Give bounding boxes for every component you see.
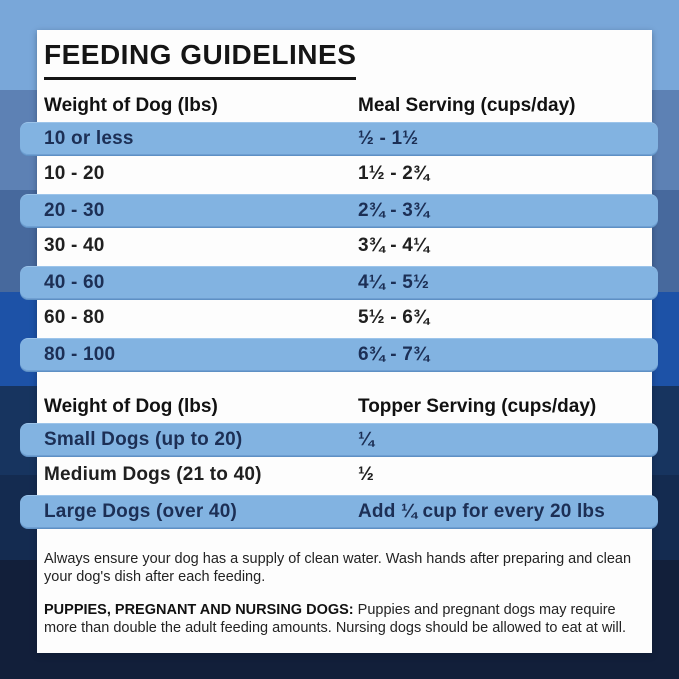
table-row: Small Dogs (up to 20) ¼ — [20, 422, 658, 456]
cell-serving: 4¼ - 5½ — [358, 271, 430, 293]
table-row: 60 - 80 5½ - 6¾ — [20, 302, 658, 335]
cell-serving: ½ - 1½ — [358, 127, 419, 149]
cell-weight: 80 - 100 — [44, 343, 116, 365]
guidelines-card: FEEDING GUIDELINES Weight of Dog (lbs) M… — [20, 30, 658, 653]
table-row: 40 - 60 4¼ - 5½ — [20, 265, 658, 299]
table-row: 80 - 100 6¾ - 7¾ — [20, 337, 658, 371]
cell-weight: 10 - 20 — [44, 163, 105, 185]
puppies-note-text: Puppies and pregnant dogs may require mo… — [44, 601, 626, 637]
cell-weight: 30 - 40 — [44, 235, 105, 257]
cell-serving: ¼ — [358, 428, 375, 450]
topper-table-header-row: Weight of Dog (lbs) Topper Serving (cups… — [20, 395, 658, 419]
topper-serving-table: Weight of Dog (lbs) Topper Serving (cups… — [20, 395, 658, 528]
cell-weight: 20 - 30 — [44, 199, 105, 221]
cell-serving: 3¾ - 4¼ — [358, 235, 430, 257]
table-row: Medium Dogs (21 to 40) ½ — [20, 459, 658, 492]
cell-weight: Medium Dogs (21 to 40) — [44, 464, 262, 486]
column-header-weight: Weight of Dog (lbs) — [44, 395, 218, 417]
column-header-meal-serving: Meal Serving (cups/day) — [358, 94, 576, 116]
cell-serving: Add ¼ cup for every 20 lbs — [358, 500, 606, 522]
cell-serving: 5½ - 6¾ — [358, 307, 430, 329]
page-title: FEEDING GUIDELINES — [44, 39, 357, 80]
clean-water-note: Always ensure your dog has a supply of c… — [44, 550, 632, 586]
cell-weight: 10 or less — [44, 127, 134, 149]
cell-serving: 2¾ - 3¾ — [358, 199, 430, 221]
cell-weight: Small Dogs (up to 20) — [44, 428, 243, 450]
puppies-note: PUPPIES, PREGNANT AND NURSING DOGS: Pupp… — [44, 601, 642, 638]
column-header-topper-serving: Topper Serving (cups/day) — [358, 395, 597, 417]
table-row: Large Dogs (over 40) Add ¼ cup for every… — [20, 494, 658, 528]
footnotes: Always ensure your dog has a supply of c… — [44, 550, 642, 638]
meal-table-header-row: Weight of Dog (lbs) Meal Serving (cups/d… — [20, 94, 658, 118]
table-row: 20 - 30 2¾ - 3¾ — [20, 193, 658, 227]
table-row: 10 or less ½ - 1½ — [20, 121, 658, 155]
meal-serving-table: Weight of Dog (lbs) Meal Serving (cups/d… — [20, 94, 658, 371]
puppies-note-label: PUPPIES, PREGNANT AND NURSING DOGS: — [44, 601, 354, 618]
cell-serving: 6¾ - 7¾ — [358, 343, 430, 365]
cell-weight: 40 - 60 — [44, 271, 105, 293]
cell-weight: Large Dogs (over 40) — [44, 500, 237, 522]
cell-weight: 60 - 80 — [44, 307, 105, 329]
cell-serving: 1½ - 2¾ — [358, 163, 430, 185]
table-row: 30 - 40 3¾ - 4¼ — [20, 230, 658, 263]
table-row: 10 - 20 1½ - 2¾ — [20, 158, 658, 191]
cell-serving: ½ — [358, 464, 375, 486]
column-header-weight: Weight of Dog (lbs) — [44, 94, 218, 116]
